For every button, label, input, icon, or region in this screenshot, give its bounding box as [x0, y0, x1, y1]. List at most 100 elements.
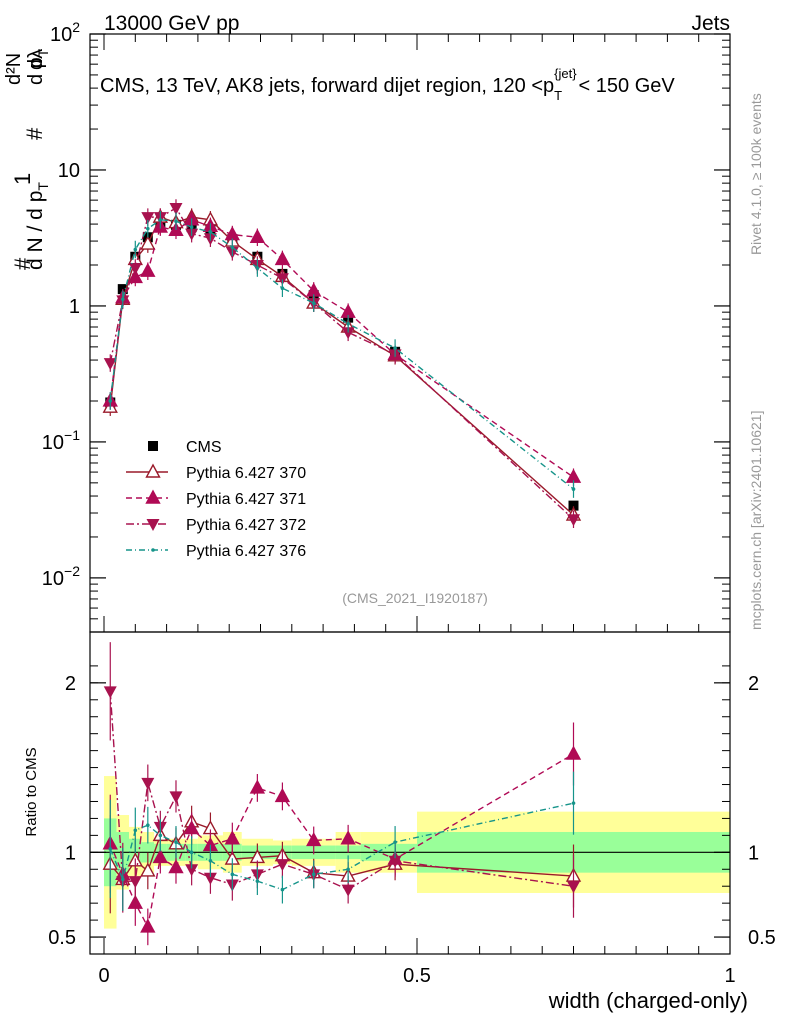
ratio-y-tick-label-right: 1	[748, 842, 759, 864]
data-point-p376	[230, 245, 235, 250]
data-point-p376	[571, 487, 576, 491]
series-line-p376	[109, 219, 574, 490]
data-point-p372	[103, 358, 117, 371]
y-tick-label: 10	[58, 160, 80, 182]
ratio-y-tick-label: 2	[65, 673, 76, 695]
x-tick-label: 1	[724, 965, 735, 987]
ratio-point-p371	[249, 779, 266, 794]
ratio-point-p376	[311, 872, 316, 877]
ratio-point-p371	[140, 918, 156, 933]
ratio-point-p376	[230, 872, 235, 877]
ratio-point-p371	[565, 745, 582, 760]
series-line-p371	[109, 219, 574, 478]
ratio-point-p376	[174, 840, 178, 844]
legend-entry-p370: Pythia 6.427 370	[126, 463, 306, 482]
data-point-p371	[140, 262, 156, 277]
ratio-plot: 0.5 0.5 1 1 2 2 0 0.5 1	[48, 631, 776, 987]
ratio-point-p371	[274, 787, 291, 803]
y-tick-label: 102	[50, 19, 80, 46]
ratio-point-p372	[185, 864, 199, 877]
ratio-y-tick-label: 0.5	[48, 927, 76, 949]
ratio-point-p372	[128, 876, 142, 889]
data-point-p371	[249, 228, 266, 243]
data-point-p372	[341, 327, 355, 340]
legend-marker-p376	[151, 548, 155, 552]
data-point-p376	[208, 230, 213, 234]
ratio-point-p376	[208, 858, 213, 863]
legend-entry-p372: Pythia 6.427 372	[126, 517, 306, 534]
ratio-point-p376	[189, 850, 194, 855]
legend-label: Pythia 6.427 371	[186, 491, 306, 508]
ratio-point-p371	[224, 830, 241, 845]
side-label-rivet: Rivet 4.1.0, ≥ 100k events	[748, 93, 764, 255]
ratio-point-p372	[341, 884, 355, 897]
ylabel-hash2: #	[22, 127, 47, 140]
legend-entry-cms: CMS	[148, 439, 222, 456]
data-point-p376	[108, 399, 113, 403]
data-point-cms	[568, 500, 579, 511]
plot-title: CMS, 13 TeV, AK8 jets, forward dijet reg…	[100, 66, 675, 103]
ratio-point-p372	[141, 777, 155, 790]
legend-entry-p371: Pythia 6.427 371	[126, 489, 306, 508]
data-point-p376	[280, 286, 285, 291]
series-line-p372	[109, 207, 574, 520]
ratio-line-p372	[109, 691, 574, 891]
ratio-y-tick-label: 1	[65, 842, 76, 864]
ratio-point-p376	[280, 887, 285, 892]
data-point-p376	[146, 226, 150, 231]
x-tick-label: 0.5	[403, 965, 431, 987]
ratio-frame	[89, 631, 731, 955]
ratio-point-p372	[388, 855, 402, 868]
ratio-point-p372	[567, 881, 580, 894]
series-p372	[103, 199, 580, 529]
data-point-p372	[169, 203, 183, 216]
ratio-point-p376	[146, 823, 150, 827]
ratio-point-p372	[275, 859, 289, 872]
legend-marker-p371	[145, 489, 161, 504]
header-left: 13000 GeV pp	[104, 12, 239, 35]
legend-marker-p370	[145, 463, 161, 478]
ratio-line-p371	[109, 753, 574, 930]
legend-label: Pythia 6.427 370	[186, 465, 306, 482]
data-point-p371	[274, 250, 291, 266]
data-point-p376	[120, 297, 125, 302]
ratio-point-p376	[120, 877, 125, 882]
side-label-mcplots: mcplots.cern.ch [arXiv:2401.10621]	[748, 411, 764, 630]
main-y-label: # 1 d N / d pT # d²N d pT dλ	[3, 48, 51, 270]
data-point-p372	[128, 263, 142, 276]
series-p371	[102, 211, 582, 486]
data-point-p372	[567, 514, 580, 527]
ratio-point-p376	[158, 833, 163, 838]
data-point-p376	[311, 301, 316, 305]
ylabel-one: 1	[10, 173, 35, 185]
data-point-p376	[393, 346, 397, 350]
series-p370	[102, 208, 582, 524]
ylabel-dn: d N / d pT	[24, 182, 51, 270]
ratio-point-p376	[571, 801, 576, 805]
legend-label: Pythia 6.427 376	[186, 543, 306, 560]
data-point-p376	[255, 266, 260, 270]
ratio-series-p376	[108, 771, 576, 911]
data-point-p376	[158, 218, 163, 222]
legend-label: CMS	[186, 439, 222, 456]
data-point-p370	[140, 235, 156, 250]
x-axis-label: width (charged-only)	[548, 988, 748, 1013]
data-point-p376	[189, 225, 194, 229]
ratio-point-p372	[169, 791, 183, 804]
ratio-point-p371	[183, 820, 200, 835]
ratio-point-p372	[203, 872, 217, 885]
y-tick-label: 1	[69, 296, 80, 318]
data-point-p376	[133, 247, 138, 252]
header-right: Jets	[691, 12, 730, 35]
ratio-point-p376	[255, 879, 260, 883]
ratio-point-p376	[346, 867, 350, 872]
legend-marker-p372	[146, 519, 160, 531]
data-point-p372	[141, 212, 155, 225]
series-cms	[105, 219, 579, 511]
ratio-series-p372	[103, 642, 580, 918]
data-point-p376	[174, 219, 178, 224]
series-line-p370	[109, 216, 574, 516]
data-point-p376	[346, 321, 350, 326]
ratio-y-tick-label-right: 2	[748, 673, 759, 695]
